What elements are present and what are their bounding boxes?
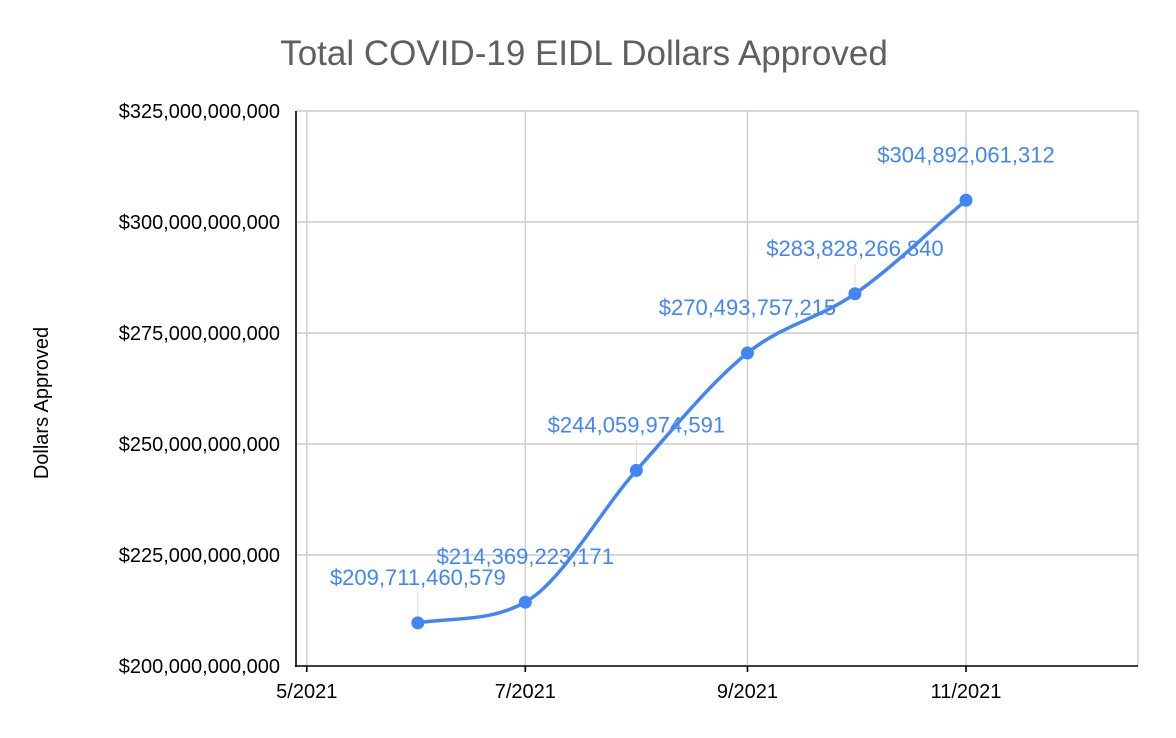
y-tick-label: $325,000,000,000 xyxy=(119,101,280,123)
data-point xyxy=(629,463,643,477)
data-label: $244,059,974,591 xyxy=(548,412,725,437)
series-layer xyxy=(411,193,973,630)
y-tick-label: $300,000,000,000 xyxy=(119,212,280,234)
chart-title: Total COVID-19 EIDL Dollars Approved xyxy=(280,34,888,73)
data-point xyxy=(411,616,425,630)
data-point xyxy=(518,595,532,609)
y-tick-label: $225,000,000,000 xyxy=(119,545,280,567)
y-tick-label: $275,000,000,000 xyxy=(119,323,280,345)
data-point xyxy=(740,346,754,360)
data-label: $214,369,223,171 xyxy=(437,544,614,569)
y-tick-label: $250,000,000,000 xyxy=(119,434,280,456)
data-label: $283,828,266,840 xyxy=(766,236,943,261)
axes xyxy=(295,111,1138,672)
y-tick-labels: $325,000,000,000 $300,000,000,000 $275,000… xyxy=(119,101,280,678)
x-tick-labels: 5/2021 7/2021 9/2021 11/2021 xyxy=(276,681,1001,703)
gridlines xyxy=(296,110,1139,666)
y-tick-label: $200,000,000,000 xyxy=(119,656,280,678)
data-labels: $209,711,460,579$214,369,223,171 $244,059… xyxy=(330,142,1055,616)
data-label: $270,493,757,215 xyxy=(659,295,836,320)
x-tick-label: 7/2021 xyxy=(495,681,556,703)
data-point xyxy=(959,193,973,207)
data-label: $209,711,460,579 xyxy=(330,565,506,590)
data-point xyxy=(848,287,862,301)
x-tick-label: 9/2021 xyxy=(717,681,778,703)
x-tick-label: 11/2021 xyxy=(931,681,1002,703)
y-axis-label: Dollars Approved xyxy=(31,327,53,479)
data-label: $304,892,061,312 xyxy=(877,142,1054,167)
x-tick-label: 5/2021 xyxy=(276,681,337,703)
